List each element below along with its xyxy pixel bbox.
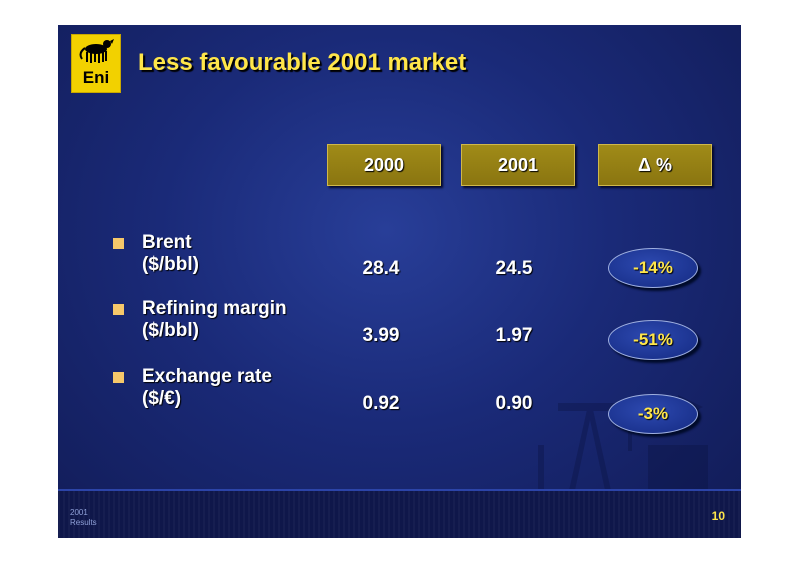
row-label-line2: ($/bbl) [142,320,199,341]
footer-line2: Results [70,518,97,527]
column-header-2001: 2001 [461,144,575,186]
bullet-icon [113,238,124,249]
six-legged-dog-icon [79,39,114,63]
row-label-line1: Brent [142,232,192,253]
bullet-icon [113,372,124,383]
value-2001: 24.5 [495,258,533,279]
value-2000: 28.4 [362,258,400,279]
logo-text: Eni [82,68,110,87]
eni-logo: Eni [71,34,121,93]
row-label-exchange-rate: Exchange rate ($/€) [142,366,272,410]
row-label-line1: Refining margin [142,298,287,319]
footer-label: 2001 Results [70,508,97,528]
footer-band [58,489,741,538]
row-label-line2: ($/€) [142,388,182,409]
value-2001: 1.97 [495,325,533,346]
row-label-line2: ($/bbl) [142,254,199,275]
slide: Eni Less favourable 2001 market 2000 200… [58,25,741,538]
row-label-brent: Brent ($/bbl) [142,232,199,276]
delta-badge: -51% [608,320,698,360]
bullet-icon [113,304,124,315]
column-header-delta: Δ % [598,144,712,186]
delta-badge: -3% [608,394,698,434]
delta-badge: -14% [608,248,698,288]
value-2000: 0.92 [362,393,400,414]
row-label-refining-margin: Refining margin ($/bbl) [142,298,287,342]
footer-line1: 2001 [70,508,88,517]
value-2000: 3.99 [362,325,400,346]
row-label-line1: Exchange rate [142,366,272,387]
page-number: 10 [711,509,725,523]
column-header-2000: 2000 [327,144,441,186]
slide-title: Less favourable 2001 market [138,49,467,76]
value-2001: 0.90 [495,393,533,414]
